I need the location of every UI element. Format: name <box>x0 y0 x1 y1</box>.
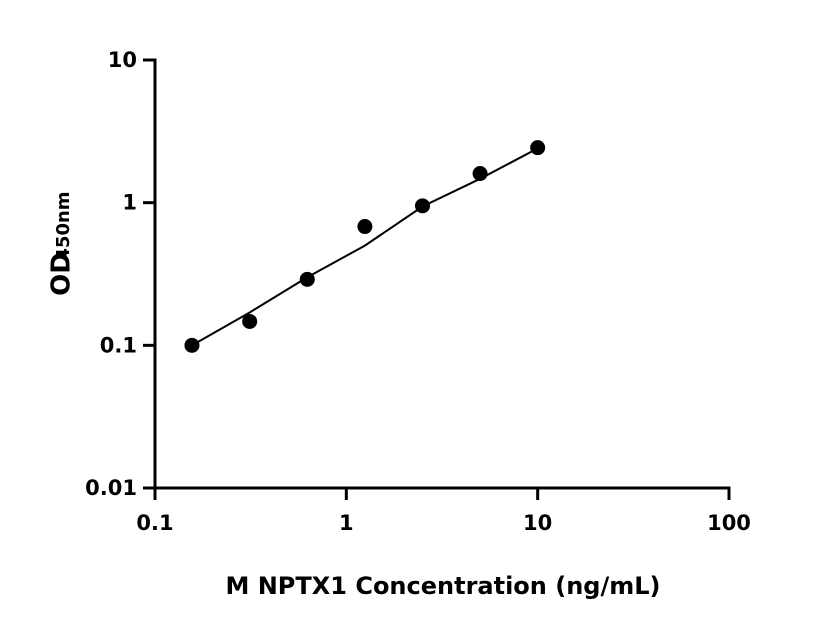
y-axis-label-subscript: 450nm <box>53 191 74 260</box>
y-tick-label: 0.1 <box>100 333 137 357</box>
y-axis-label: OD <box>47 252 77 296</box>
x-axis-label: M NPTX1 Concentration (ng/mL) <box>225 572 660 600</box>
x-tick-label: 10 <box>523 511 552 535</box>
x-tick-label: 0.1 <box>136 511 173 535</box>
fit-curve <box>191 147 539 347</box>
x-tick-label: 1 <box>339 511 354 535</box>
y-tick-label: 0.01 <box>85 476 137 500</box>
x-tick-label: 100 <box>707 511 751 535</box>
data-point <box>242 313 258 329</box>
data-point <box>357 219 373 235</box>
y-tick-label: 10 <box>108 48 137 72</box>
data-point <box>530 140 546 156</box>
y-tick-label: 1 <box>122 191 137 215</box>
